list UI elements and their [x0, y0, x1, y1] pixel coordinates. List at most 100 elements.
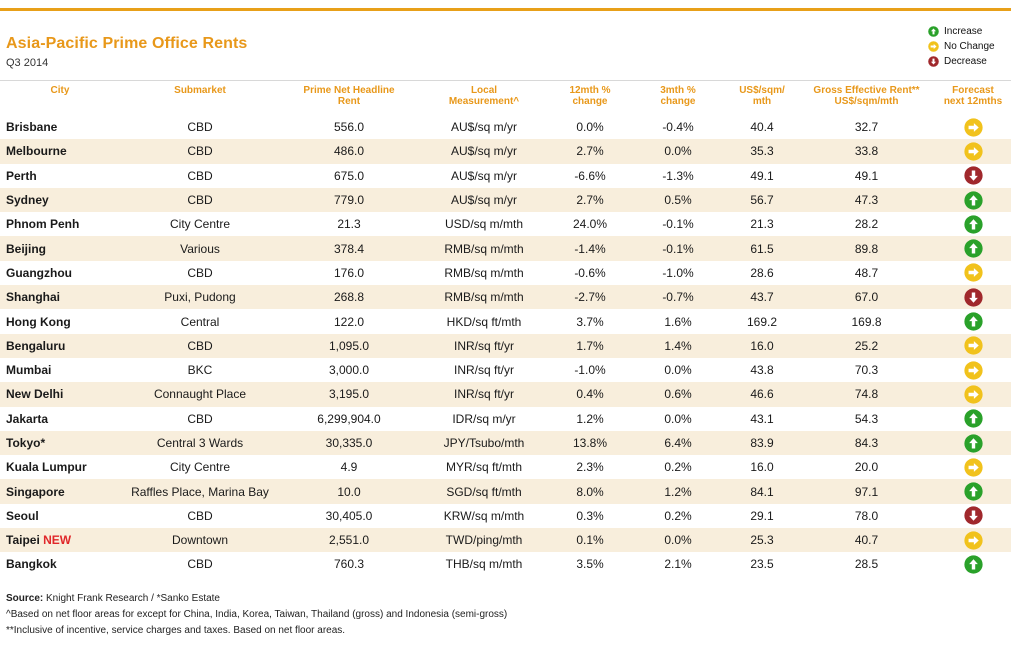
- forecast-cell: [935, 528, 1011, 553]
- rent-cell: 4.9: [340, 460, 358, 475]
- rent-cell: 1,095.0: [280, 333, 418, 358]
- usd-sqm-cell: 16.0: [750, 460, 774, 475]
- forecast-cell: [935, 358, 1011, 382]
- change-12mth-cell: 2.3%: [576, 460, 604, 475]
- rent-cell: 2,551.0: [280, 528, 418, 553]
- measurement-cell: MYR/sq ft/mth: [445, 460, 522, 475]
- change-3mth-cell: 0.0%: [630, 139, 726, 164]
- change-12mth-cell: 13.8%: [550, 430, 630, 456]
- header-divider: [0, 80, 1011, 81]
- page-title: Asia-Pacific Prime Office Rents: [6, 35, 248, 52]
- change-3mth-cell: 0.2%: [664, 508, 692, 523]
- rent-cell: 3,195.0: [280, 382, 418, 407]
- column-header-line: Measurement^: [448, 96, 520, 107]
- gross-rent-cell: 32.7: [854, 120, 879, 135]
- column-header-line: Submarket: [174, 85, 226, 96]
- change-3mth-cell: 0.5%: [630, 187, 726, 213]
- submarket-cell: Various: [120, 236, 280, 261]
- measurement-cell: IDR/sq m/yr: [452, 411, 516, 426]
- city-name: Mumbai: [6, 363, 52, 378]
- measurement-cell: AU$/sq m/yr: [450, 120, 517, 135]
- legend-label: Increase: [944, 26, 983, 37]
- city-cell: Brisbane: [0, 115, 120, 139]
- table-row: Phnom Penh City Centre 21.3 USD/sq m/mth 24.…: [0, 212, 1011, 236]
- table-row: Perth CBD 675.0 AU$/sq m/yr -6.6% -1.3% 49.1 49…: [0, 164, 1011, 188]
- increase-arrow-icon: [939, 215, 1007, 234]
- gross-rent-cell: 54.3: [854, 411, 879, 426]
- measurement-cell: USD/sq m/mth: [444, 217, 523, 232]
- decrease-arrow-icon: [928, 56, 939, 67]
- decrease-arrow-icon: [939, 288, 1007, 307]
- submarket-cell: Puxi, Pudong: [120, 285, 280, 310]
- city-cell: Phnom Penh: [0, 212, 120, 236]
- forecast-cell: [935, 430, 1011, 456]
- city-name: Hong Kong: [6, 314, 71, 329]
- no-change-arrow-icon: [939, 360, 1007, 380]
- change-12mth-cell: 24.0%: [572, 217, 608, 232]
- measurement-cell: AU$/sq m/yr: [450, 168, 517, 183]
- table-row: Melbourne CBD 486.0 AU$/sq m/yr 2.7% 0.0% 35.3…: [0, 139, 1011, 164]
- city-cell: Hong Kong: [0, 309, 120, 333]
- submarket-cell: Central: [180, 314, 220, 329]
- forecast-cell: [935, 115, 1011, 139]
- rent-cell: 268.8: [280, 285, 418, 310]
- city-name: Melbourne: [6, 144, 67, 159]
- city-cell: Bengaluru: [0, 333, 120, 358]
- rent-cell: 779.0: [280, 187, 418, 213]
- forecast-cell: [935, 479, 1011, 504]
- gross-rent-cell: 169.8: [851, 314, 882, 329]
- change-12mth-cell: -1.0%: [574, 363, 606, 378]
- table-row: Tokyo* Central 3 Wards 30,335.0 JPY/Tsubo/m…: [0, 430, 1011, 456]
- city-name: Sydney: [6, 193, 49, 208]
- city-name: Bangkok: [6, 557, 57, 572]
- usd-sqm-cell: 23.5: [750, 557, 774, 572]
- table-row: Sydney CBD 779.0 AU$/sq m/yr 2.7% 0.5% 56.7 47.…: [0, 187, 1011, 213]
- office-rents-table: City Submarket Prime Net Headline Rent Local…: [0, 83, 1011, 577]
- table-row: Bengaluru CBD 1,095.0 INR/sq ft/yr 1.7% 1.4% 1…: [0, 333, 1011, 358]
- usd-sqm-cell: 56.7: [726, 187, 798, 213]
- table-row: Kuala Lumpur City Centre 4.9 MYR/sq ft/mth 2…: [0, 455, 1011, 479]
- column-header-line: Gross Effective Rent**: [813, 85, 920, 96]
- page-subtitle: Q3 2014: [6, 57, 49, 69]
- change-3mth-cell: -0.7%: [630, 285, 726, 310]
- change-12mth-cell: 2.7%: [550, 187, 630, 213]
- table-row: Singapore Raffles Place, Marina Bay 10.0 SG…: [0, 479, 1011, 504]
- gross-rent-cell: 28.5: [854, 557, 879, 572]
- city-cell: New Delhi: [0, 382, 120, 407]
- column-header: City: [0, 83, 120, 115]
- rent-cell: 30,405.0: [325, 508, 373, 523]
- usd-sqm-cell: 61.5: [726, 236, 798, 261]
- change-12mth-cell: 1.2%: [576, 411, 604, 426]
- measurement-cell: AU$/sq m/yr: [418, 187, 550, 213]
- legend-item-no-change: No Change: [928, 39, 995, 54]
- forecast-cell: [935, 261, 1011, 285]
- usd-sqm-cell: 25.3: [726, 528, 798, 553]
- gross-rent-cell: 40.7: [798, 528, 935, 553]
- submarket-cell: Central 3 Wards: [120, 430, 280, 456]
- footnote-measurement: ^Based on net floor areas for except for…: [6, 609, 508, 620]
- legend-item-increase: Increase: [928, 24, 995, 39]
- submarket-cell: CBD: [187, 265, 213, 280]
- gross-rent-cell: 74.8: [798, 382, 935, 407]
- usd-sqm-cell: 28.6: [750, 265, 774, 280]
- measurement-cell: HKD/sq ft/mth: [446, 314, 522, 329]
- city-cell: Guangzhou: [0, 261, 120, 285]
- no-change-arrow-icon: [939, 263, 1007, 283]
- footnotes: Source: Knight Frank Research / *Sanko E…: [6, 591, 507, 639]
- gross-rent-cell: 20.0: [854, 460, 879, 475]
- decrease-arrow-icon: [939, 166, 1007, 185]
- city-cell: Sydney: [0, 187, 120, 213]
- column-header-line: next 12mths: [943, 96, 1003, 107]
- usd-sqm-cell: 16.0: [726, 333, 798, 358]
- table-row: Brisbane CBD 556.0 AU$/sq m/yr 0.0% -0.4% 40.4…: [0, 115, 1011, 139]
- rent-cell: 378.4: [280, 236, 418, 261]
- column-header-line: Rent: [337, 96, 361, 107]
- city-cell: Perth: [0, 164, 120, 188]
- usd-sqm-cell: 29.1: [750, 508, 774, 523]
- city-cell: Melbourne: [0, 139, 120, 164]
- usd-sqm-cell: 43.7: [726, 285, 798, 310]
- change-12mth-cell: -1.4%: [550, 236, 630, 261]
- change-12mth-cell: 0.3%: [576, 508, 604, 523]
- rent-cell: 122.0: [333, 314, 365, 329]
- change-12mth-cell: -6.6%: [574, 168, 606, 183]
